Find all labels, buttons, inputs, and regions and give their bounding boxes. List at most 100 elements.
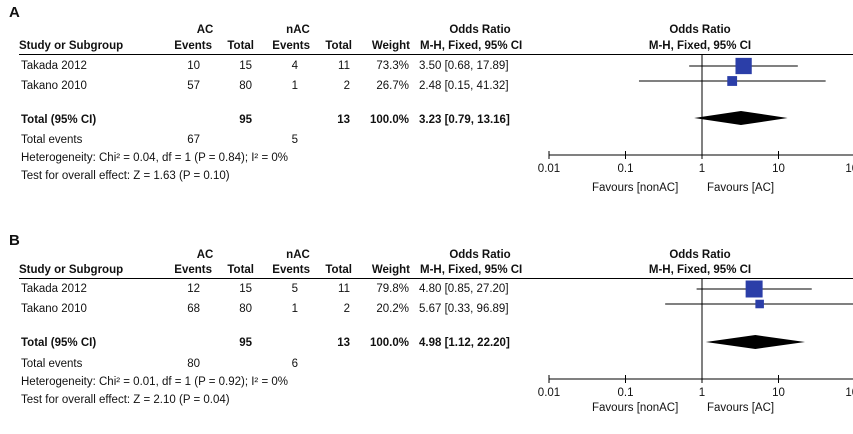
panel-letter: A: [9, 4, 20, 21]
overall-effect-text: Test for overall effect: Z = 1.63 (P = 0…: [21, 170, 230, 182]
col-total1: Total: [227, 40, 254, 52]
x-tick-label: 10: [772, 163, 785, 175]
col-study: Study or Subgroup: [19, 40, 124, 52]
overall-effect-text: Test for overall effect: Z = 2.10 (P = 0…: [21, 394, 230, 406]
study-ci-text: 5.67 [0.33, 96.89]: [419, 303, 509, 315]
study-events2: 1: [291, 303, 298, 315]
total-events1: 80: [187, 358, 200, 370]
total-events1: 67: [187, 134, 200, 146]
study-name: Takada 2012: [21, 60, 87, 72]
total-events2: 5: [291, 134, 298, 146]
total-total2: 13: [337, 337, 350, 349]
total-weight: 100.0%: [369, 114, 409, 126]
group2-header: nAC: [286, 24, 310, 36]
x-tick-label: 0.01: [538, 163, 560, 175]
study-total2: 11: [338, 283, 350, 295]
forest-panel-b: B AC nAC Odds Ratio Odds Ratio Study or …: [0, 229, 853, 434]
col-method: M-H, Fixed, 95% CI: [420, 264, 523, 276]
study-total1: 80: [239, 303, 252, 315]
study-ci-text: 2.48 [0.15, 41.32]: [419, 80, 509, 92]
x-tick-label: 10: [772, 387, 785, 399]
heterogeneity-text: Heterogeneity: Chi² = 0.04, df = 1 (P = …: [21, 152, 288, 164]
header-rule: [19, 278, 853, 279]
total-ci-text: 3.23 [0.79, 13.16]: [419, 114, 510, 126]
col-total2: Total: [325, 264, 352, 276]
study-weight: 73.3%: [376, 60, 409, 72]
total-events2: 6: [291, 358, 298, 370]
effect-title: Odds Ratio: [449, 24, 511, 36]
col-events1: Events: [174, 264, 212, 276]
x-tick-label: 0.1: [618, 387, 634, 399]
favours-right-label: Favours [AC]: [707, 402, 775, 414]
plot-method: M-H, Fixed, 95% CI: [648, 40, 752, 52]
study-total2: 2: [343, 80, 350, 92]
study-ci-text: 3.50 [0.68, 17.89]: [419, 60, 509, 72]
col-study: Study or Subgroup: [19, 264, 124, 276]
x-tick-label: 0.1: [618, 163, 634, 175]
study-ci-text: 4.80 [0.85, 27.20]: [419, 283, 509, 295]
pooled-diamond: [705, 335, 805, 349]
study-square: [727, 76, 738, 86]
x-tick-label: 100: [845, 163, 853, 175]
col-weight: Weight: [371, 264, 410, 276]
study-events1: 68: [187, 303, 200, 315]
study-square: [745, 280, 763, 298]
study-square: [735, 57, 752, 75]
study-total1: 15: [239, 283, 252, 295]
study-total1: 80: [239, 80, 252, 92]
heterogeneity-text: Heterogeneity: Chi² = 0.01, df = 1 (P = …: [21, 376, 288, 388]
header-rule: [19, 54, 853, 55]
study-events1: 10: [187, 60, 200, 72]
col-events2: Events: [272, 40, 310, 52]
total-label: Total (95% CI): [21, 114, 97, 126]
total-total1: 95: [239, 337, 252, 349]
total-weight: 100.0%: [369, 337, 409, 349]
study-total2: 2: [343, 303, 350, 315]
total-label: Total (95% CI): [21, 337, 97, 349]
study-weight: 20.2%: [376, 303, 409, 315]
forest-panel-a: A AC nAC Odds Ratio Odds Ratio Study or …: [0, 0, 853, 205]
x-tick-label: 100: [845, 387, 853, 399]
col-total1: Total: [227, 264, 254, 276]
study-name: Takano 2010: [21, 80, 87, 92]
study-events1: 57: [187, 80, 200, 92]
study-total2: 11: [338, 60, 350, 72]
col-weight: Weight: [371, 40, 410, 52]
study-events2: 1: [291, 80, 298, 92]
forest-plot: 0.01 0.1 1 10 100: [538, 55, 853, 175]
favours-left-label: Favours [nonAC]: [592, 182, 679, 194]
study-weight: 79.8%: [376, 283, 409, 295]
panel-letter: B: [9, 232, 20, 249]
x-tick-label: 0.01: [538, 387, 560, 399]
study-events2: 4: [291, 60, 298, 72]
plot-title: Odds Ratio: [669, 24, 731, 36]
effect-title: Odds Ratio: [449, 249, 511, 261]
study-total1: 15: [239, 60, 252, 72]
group1-header: AC: [196, 24, 214, 36]
group1-header: AC: [196, 249, 214, 261]
study-events2: 5: [291, 283, 298, 295]
favours-left-label: Favours [nonAC]: [592, 402, 679, 414]
total-events-label: Total events: [21, 358, 83, 370]
col-events1: Events: [174, 40, 212, 52]
plot-title: Odds Ratio: [669, 249, 731, 261]
total-ci-text: 4.98 [1.12, 22.20]: [419, 337, 510, 349]
pooled-diamond: [694, 111, 788, 125]
group2-header: nAC: [286, 249, 310, 261]
col-events2: Events: [272, 264, 310, 276]
study-events1: 12: [187, 283, 200, 295]
total-events-label: Total events: [21, 134, 83, 146]
plot-method: M-H, Fixed, 95% CI: [648, 264, 752, 276]
study-weight: 26.7%: [376, 80, 409, 92]
study-square: [755, 299, 764, 309]
total-total2: 13: [337, 114, 350, 126]
x-tick-label: 1: [699, 387, 705, 399]
favours-right-label: Favours [AC]: [707, 182, 775, 194]
total-total1: 95: [239, 114, 252, 126]
x-tick-label: 1: [699, 163, 705, 175]
study-name: Takada 2012: [21, 283, 87, 295]
col-method: M-H, Fixed, 95% CI: [420, 40, 523, 52]
forest-plot: 0.01 0.1 1 10 100: [538, 279, 853, 399]
study-name: Takano 2010: [21, 303, 87, 315]
col-total2: Total: [325, 40, 352, 52]
